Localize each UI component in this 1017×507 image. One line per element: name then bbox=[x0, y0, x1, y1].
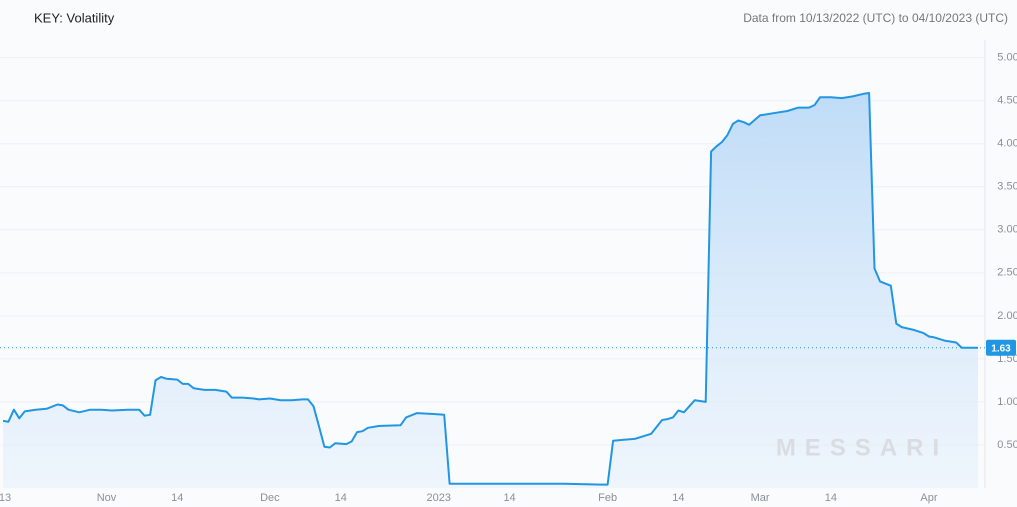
area bbox=[3, 93, 978, 488]
x-tick-label: Nov bbox=[97, 492, 117, 504]
line bbox=[2, 92, 978, 486]
y-tick-label: 5.00 bbox=[997, 52, 1017, 64]
x-tick-label: Apr bbox=[920, 492, 937, 504]
x-tick-label: Dec bbox=[260, 492, 280, 504]
x-tick-label: 13 bbox=[0, 492, 11, 504]
x-tick-label: 14 bbox=[825, 492, 837, 504]
x-tick-label: 2023 bbox=[427, 492, 451, 504]
x-tick-label: 14 bbox=[503, 492, 515, 504]
y-tick-label: 3.00 bbox=[997, 224, 1017, 236]
y-tick-label: 4.50 bbox=[997, 95, 1017, 107]
x-tick-label: Mar bbox=[751, 492, 770, 504]
x-tick-label: 14 bbox=[335, 492, 347, 504]
watermark: MESSARI bbox=[776, 434, 948, 461]
x-tick-label: 14 bbox=[672, 492, 684, 504]
y-tick-label: 0.50 bbox=[997, 439, 1017, 451]
legend: KEY: Volatility bbox=[34, 10, 115, 25]
y-tick-label: 1.00 bbox=[997, 396, 1017, 408]
subtitle: Data from 10/13/2022 (UTC) to 04/10/2023… bbox=[743, 11, 1008, 25]
y-tick-label: 2.00 bbox=[997, 310, 1017, 322]
x-tick-label: Feb bbox=[598, 492, 617, 504]
y-tick-label: 3.50 bbox=[997, 181, 1017, 193]
y-tick-label: 2.50 bbox=[997, 267, 1017, 279]
y-tick-label: 1.50 bbox=[997, 353, 1017, 365]
y-tick-label: 4.00 bbox=[997, 138, 1017, 150]
current-value-label: 1.63 bbox=[991, 343, 1011, 354]
x-tick-label: 14 bbox=[171, 492, 183, 504]
current-value-badge bbox=[986, 339, 1016, 356]
